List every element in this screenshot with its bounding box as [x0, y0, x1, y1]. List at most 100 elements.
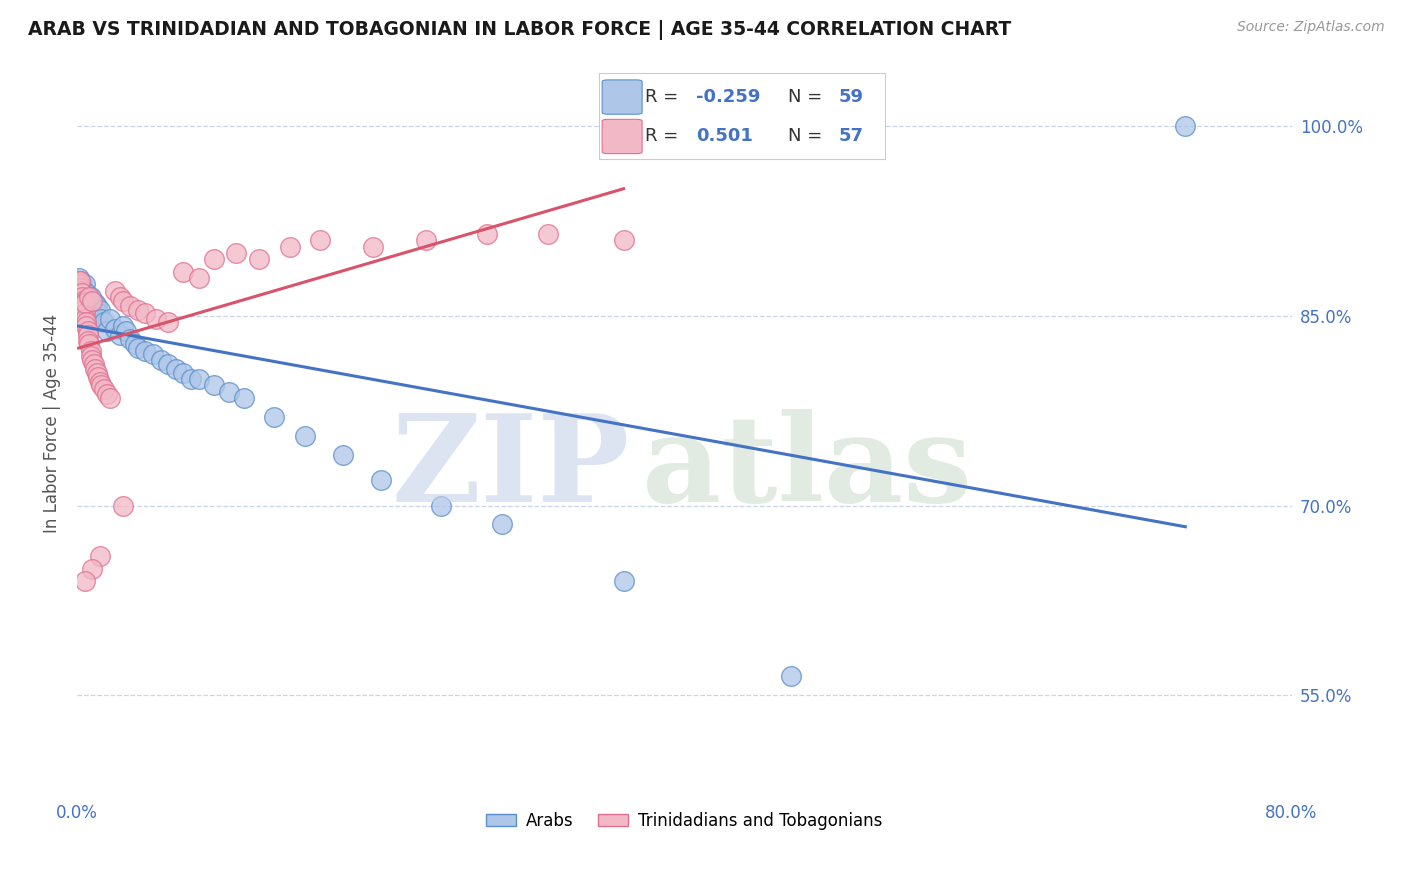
Point	[75, 319, 97, 334]
Point	[83, 311, 105, 326]
Point	[127, 302, 149, 317]
Point	[415, 233, 437, 247]
Point	[172, 366, 194, 380]
Point	[613, 233, 636, 247]
Point	[70, 286, 93, 301]
Point	[75, 286, 97, 301]
Point	[124, 336, 146, 351]
Point	[77, 301, 100, 316]
Point	[157, 357, 180, 371]
Point	[75, 296, 97, 310]
Point	[90, 311, 112, 326]
Point	[69, 278, 91, 293]
Point	[100, 391, 122, 405]
Point	[67, 277, 90, 292]
Point	[70, 290, 93, 304]
Point	[332, 448, 354, 462]
Point	[69, 281, 91, 295]
Point	[72, 302, 94, 317]
Point	[76, 299, 98, 313]
Point	[69, 274, 91, 288]
Point	[202, 378, 225, 392]
Point	[82, 302, 104, 317]
Point	[84, 296, 107, 310]
Point	[73, 574, 96, 589]
Point	[180, 372, 202, 386]
Text: Source: ZipAtlas.com: Source: ZipAtlas.com	[1237, 20, 1385, 34]
Point	[76, 302, 98, 317]
Point	[82, 293, 104, 308]
Point	[89, 549, 111, 563]
Point	[1174, 120, 1197, 134]
Point	[127, 341, 149, 355]
Point	[108, 290, 131, 304]
Point	[73, 306, 96, 320]
Point	[80, 344, 103, 359]
Point	[361, 239, 384, 253]
Point	[87, 369, 110, 384]
Point	[96, 387, 118, 401]
Point	[247, 252, 270, 267]
Point	[475, 227, 498, 241]
Point	[76, 328, 98, 343]
Point	[73, 311, 96, 326]
Point	[100, 311, 122, 326]
Point	[89, 375, 111, 389]
Point	[263, 410, 285, 425]
Text: atlas: atlas	[641, 409, 972, 527]
Point	[69, 274, 91, 288]
Point	[114, 324, 136, 338]
Point	[76, 334, 98, 349]
Point	[80, 350, 103, 364]
Point	[72, 284, 94, 298]
Point	[70, 281, 93, 295]
Point	[93, 382, 115, 396]
Point	[73, 277, 96, 292]
Point	[75, 315, 97, 329]
Point	[67, 271, 90, 285]
Point	[73, 296, 96, 310]
Point	[69, 284, 91, 298]
Point	[294, 429, 316, 443]
Point	[613, 574, 636, 589]
Point	[120, 299, 142, 313]
Point	[111, 293, 134, 308]
Point	[84, 362, 107, 376]
Point	[90, 378, 112, 392]
Point	[82, 562, 104, 576]
Point	[145, 311, 167, 326]
Point	[309, 233, 332, 247]
Point	[111, 319, 134, 334]
Point	[86, 366, 108, 380]
Point	[218, 384, 240, 399]
Point	[72, 284, 94, 298]
Point	[157, 315, 180, 329]
Point	[187, 372, 209, 386]
Point	[89, 302, 111, 317]
Point	[76, 324, 98, 338]
Point	[77, 290, 100, 304]
Point	[134, 344, 156, 359]
Point	[134, 306, 156, 320]
Point	[491, 517, 513, 532]
Point	[111, 499, 134, 513]
Point	[82, 309, 104, 323]
Point	[108, 328, 131, 343]
Point	[87, 306, 110, 320]
Point	[225, 245, 247, 260]
Point	[67, 276, 90, 290]
Text: ARAB VS TRINIDADIAN AND TOBAGONIAN IN LABOR FORCE | AGE 35-44 CORRELATION CHART: ARAB VS TRINIDADIAN AND TOBAGONIAN IN LA…	[28, 20, 1011, 39]
Point	[202, 252, 225, 267]
Point	[77, 306, 100, 320]
Point	[72, 293, 94, 308]
Point	[233, 391, 256, 405]
Point	[149, 353, 172, 368]
Point	[142, 347, 165, 361]
Point	[77, 336, 100, 351]
Point	[779, 669, 801, 683]
Point	[172, 265, 194, 279]
Point	[187, 271, 209, 285]
Point	[83, 357, 105, 371]
Point	[93, 315, 115, 329]
Point	[120, 332, 142, 346]
